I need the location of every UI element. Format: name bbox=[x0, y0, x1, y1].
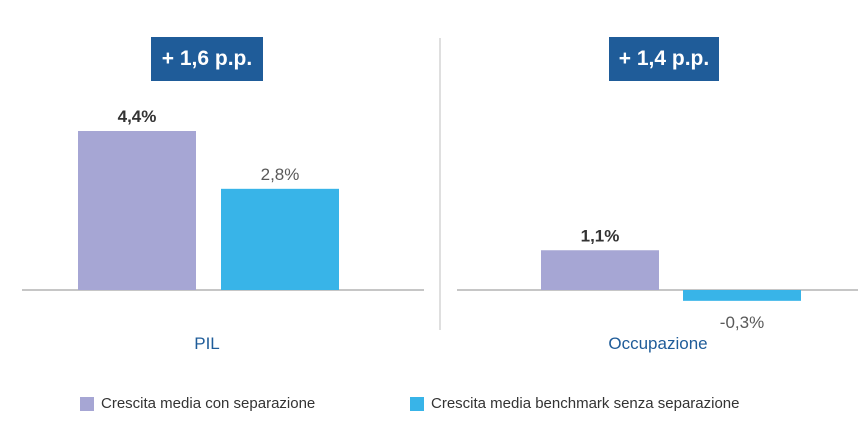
legend-swatch-series-2 bbox=[410, 396, 424, 411]
category-label-pil: PIL bbox=[194, 334, 220, 353]
bar-occupazione-series-1 bbox=[541, 250, 659, 290]
badge-pil: + 1,6 p.p. bbox=[151, 37, 263, 81]
data-label-pil-series-2: 2,8% bbox=[261, 165, 300, 184]
badge-occupazione: + 1,4 p.p. bbox=[609, 37, 719, 81]
legend-item-series-1: Crescita media con separazione bbox=[80, 395, 315, 412]
data-label-occupazione-series-1: 1,1% bbox=[581, 226, 620, 245]
bar-pil-series-2 bbox=[221, 188, 339, 290]
data-label-pil-series-1: 4,4% bbox=[118, 107, 157, 126]
category-label-occupazione: Occupazione bbox=[608, 334, 708, 353]
legend-swatch-series-1 bbox=[80, 396, 94, 411]
bar-occupazione-series-2 bbox=[683, 290, 801, 301]
bar-pil-series-1 bbox=[78, 131, 196, 290]
data-label-occupazione-series-2: -0,3% bbox=[720, 313, 764, 332]
legend-label-series-2: Crescita media benchmark senza separazio… bbox=[431, 395, 740, 412]
legend-label-series-1: Crescita media con separazione bbox=[101, 395, 316, 412]
legend-item-series-2: Crescita media benchmark senza separazio… bbox=[410, 395, 740, 412]
